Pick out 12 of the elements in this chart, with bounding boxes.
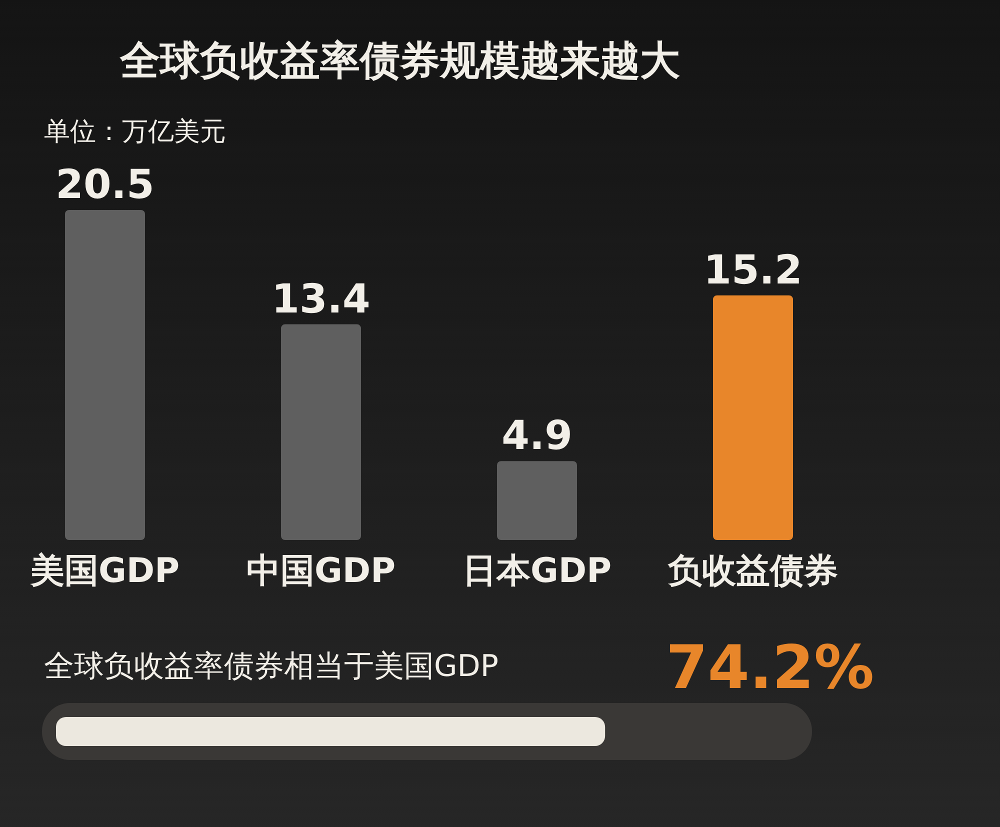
data-label: 13.4 <box>272 276 370 322</box>
chart-subtitle: 单位：万亿美元 <box>44 117 226 147</box>
x-tick-label: 负收益债券 <box>667 551 838 591</box>
text: 全球负收益率债券相当于美国GDP <box>44 649 498 684</box>
chart-title: 全球负收益率债券规模越来越大 <box>119 38 680 84</box>
data-label: 15.2 <box>704 247 802 294</box>
data-label: 4.9 <box>502 413 572 460</box>
x-tick-label: 中国GDP <box>246 551 396 591</box>
x-tick-label: 日本GDP <box>462 551 612 591</box>
x-tick-label: 美国GDP <box>29 551 180 591</box>
data-label: 20.5 <box>56 162 154 208</box>
data-label: 74.2% <box>666 633 874 703</box>
